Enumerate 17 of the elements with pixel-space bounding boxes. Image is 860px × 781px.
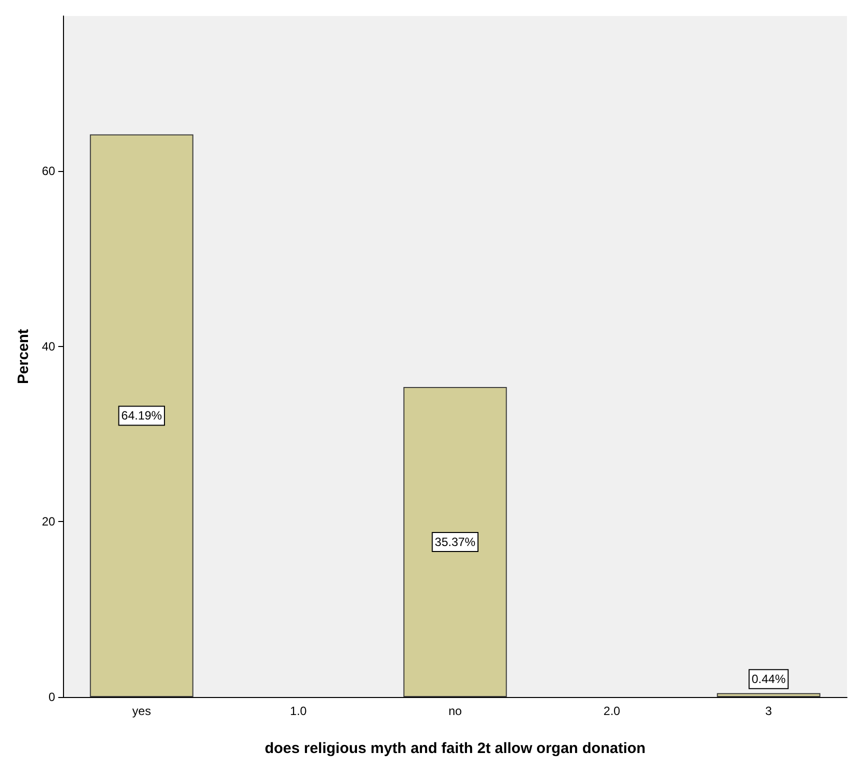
data-label: 35.37%	[434, 535, 476, 549]
y-tick-label: 60	[42, 164, 56, 178]
x-tick-label: 2.0	[604, 704, 621, 718]
y-tick-label: 40	[42, 339, 56, 354]
bar	[403, 387, 507, 697]
y-axis-title: Percent	[15, 328, 32, 384]
bar	[90, 134, 194, 697]
data-label: 64.19%	[121, 408, 162, 423]
x-tick-label: 3	[765, 704, 772, 718]
x-tick-label: yes	[132, 704, 151, 718]
bar	[716, 693, 820, 697]
x-tick-label: no	[448, 704, 462, 718]
x-axis-title: does religious myth and faith 2t allow organ donation	[264, 740, 646, 757]
data-label: 0.44%	[752, 672, 786, 686]
y-tick-label: 0	[48, 690, 56, 704]
x-tick-label: 1.0	[290, 704, 308, 718]
y-tick-label: 20	[42, 514, 56, 529]
